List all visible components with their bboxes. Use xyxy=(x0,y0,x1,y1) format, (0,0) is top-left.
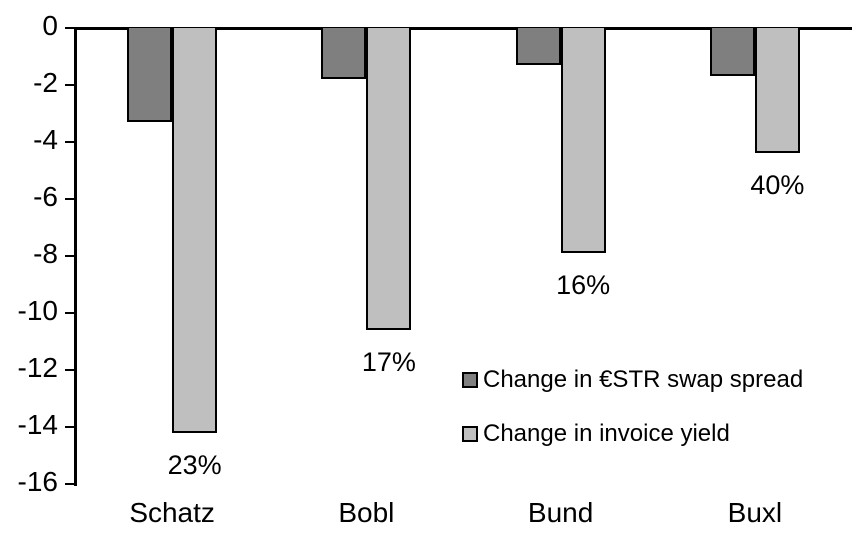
legend-label-swap-spread: Change in €STR swap spread xyxy=(483,366,804,393)
y-axis-tick xyxy=(65,482,75,486)
zero-line xyxy=(73,26,852,30)
bar-bobl-series-1 xyxy=(366,28,412,331)
y-axis-tick xyxy=(65,254,75,258)
bar-value-label-buxl: 40% xyxy=(750,170,805,201)
y-axis-line xyxy=(73,26,77,486)
bar-buxl-series-1 xyxy=(754,28,800,154)
bar-value-label-bund: 16% xyxy=(556,270,611,301)
y-axis-tick xyxy=(65,140,75,144)
x-axis-category-label-schatz: Schatz xyxy=(129,497,215,528)
legend-entry-swap-spread: Change in €STR swap spread xyxy=(462,368,803,392)
y-axis-tick xyxy=(65,425,75,429)
bar-bund-series-0 xyxy=(515,28,561,66)
y-axis-tick xyxy=(65,368,75,372)
y-axis-tick-label: -2 xyxy=(33,67,58,98)
bar-schatz-series-0 xyxy=(127,28,173,123)
legend-entry-invoice-yield: Change in invoice yield xyxy=(462,422,803,446)
bar-bobl-series-0 xyxy=(321,28,367,80)
y-axis-tick-label: -12 xyxy=(17,352,58,383)
x-axis-category-label-bund: Bund xyxy=(527,497,594,528)
x-axis-category-label-bobl: Bobl xyxy=(338,497,395,528)
y-axis-tick xyxy=(65,197,75,201)
y-axis-tick-label: -8 xyxy=(33,238,58,269)
bar-schatz-series-1 xyxy=(172,28,218,433)
legend-label-invoice-yield: Change in invoice yield xyxy=(483,420,730,447)
legend: Change in €STR swap spread Change in inv… xyxy=(462,368,803,446)
bar-bund-series-1 xyxy=(560,28,606,254)
x-axis-category-label-buxl: Buxl xyxy=(727,497,783,528)
y-axis-tick-label: -16 xyxy=(17,466,58,497)
y-axis-tick xyxy=(65,83,75,87)
bar-buxl-series-0 xyxy=(709,28,755,77)
y-axis-tick xyxy=(65,311,75,315)
invoice-yield-legend-marker-icon xyxy=(462,426,478,442)
y-axis-tick-label: -14 xyxy=(17,409,58,440)
y-axis-tick-label: -4 xyxy=(33,124,58,155)
bar-value-label-schatz: 23% xyxy=(167,449,222,480)
y-axis-tick-label: -10 xyxy=(17,295,58,326)
swap-spread-legend-marker-icon xyxy=(462,372,478,388)
y-axis-tick xyxy=(65,26,75,30)
y-axis-tick-label: 0 xyxy=(42,10,58,41)
y-axis-tick-label: -6 xyxy=(33,181,58,212)
bar-value-label-bobl: 17% xyxy=(361,347,416,378)
